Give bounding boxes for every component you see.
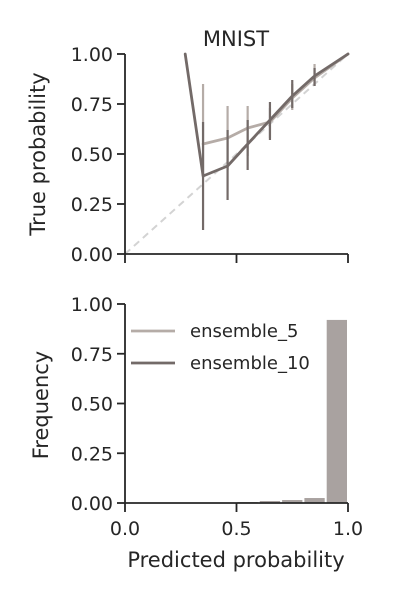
bottom-x-ticks: 0.0 0.5 1.0: [110, 503, 363, 540]
histogram-bar: [326, 319, 347, 503]
y-tick-label: 0.25: [71, 194, 113, 216]
y-tick-label: 0.75: [71, 344, 113, 366]
legend-label: ensemble_10: [190, 353, 310, 374]
y-tick-label: 0.50: [71, 144, 113, 166]
histogram-bar: [282, 500, 303, 503]
y-tick-label: 0.50: [71, 394, 113, 416]
y-tick-label: 0.00: [71, 493, 113, 515]
bottom-y-ticks: 0.00 0.25 0.50 0.75 1.00: [71, 294, 125, 515]
x-tick-label: 0.5: [221, 518, 251, 540]
y-tick-label: 1.00: [71, 294, 113, 316]
reliability-plot-area: [124, 52, 350, 255]
y-tick-label: 0.25: [71, 443, 113, 465]
histogram-bars: [237, 319, 347, 503]
y-tick-label: 0.75: [71, 94, 113, 116]
histogram-bar: [259, 501, 281, 503]
legend-label: ensemble_5: [190, 321, 298, 342]
series-ensemble_10: [183, 52, 350, 230]
legend-entry: ensemble_10: [131, 353, 310, 374]
chart-title: MNIST: [203, 27, 269, 51]
x-axis-title: Predicted probability: [127, 548, 344, 572]
y-tick-label: 0.00: [71, 244, 113, 266]
legend: ensemble_5 ensemble_10: [131, 321, 310, 374]
x-tick-label: 1.0: [333, 518, 363, 540]
y-tick-label: 1.00: [71, 44, 113, 66]
top-x-ticks: [124, 254, 349, 263]
x-tick-label: 0.0: [110, 518, 140, 540]
top-y-axis-title: True probability: [26, 72, 50, 236]
legend-entry: ensemble_5: [131, 321, 298, 342]
bottom-y-axis-title: Frequency: [29, 351, 53, 460]
series-line-ensemble_10: [183, 52, 350, 178]
histogram-panel: 0.00 0.25 0.50 0.75 1.00 0.0 0.5 1.0 Frequency…: [29, 294, 363, 572]
perfect-calibration-line: [124, 53, 349, 255]
reliability-panel: MNIST 0.00 0.25 0.50 0.75 1.00 True probabil…: [26, 27, 350, 266]
histogram-bar: [304, 498, 325, 503]
top-y-ticks: 0.00 0.25 0.50 0.75 1.00: [71, 44, 125, 266]
